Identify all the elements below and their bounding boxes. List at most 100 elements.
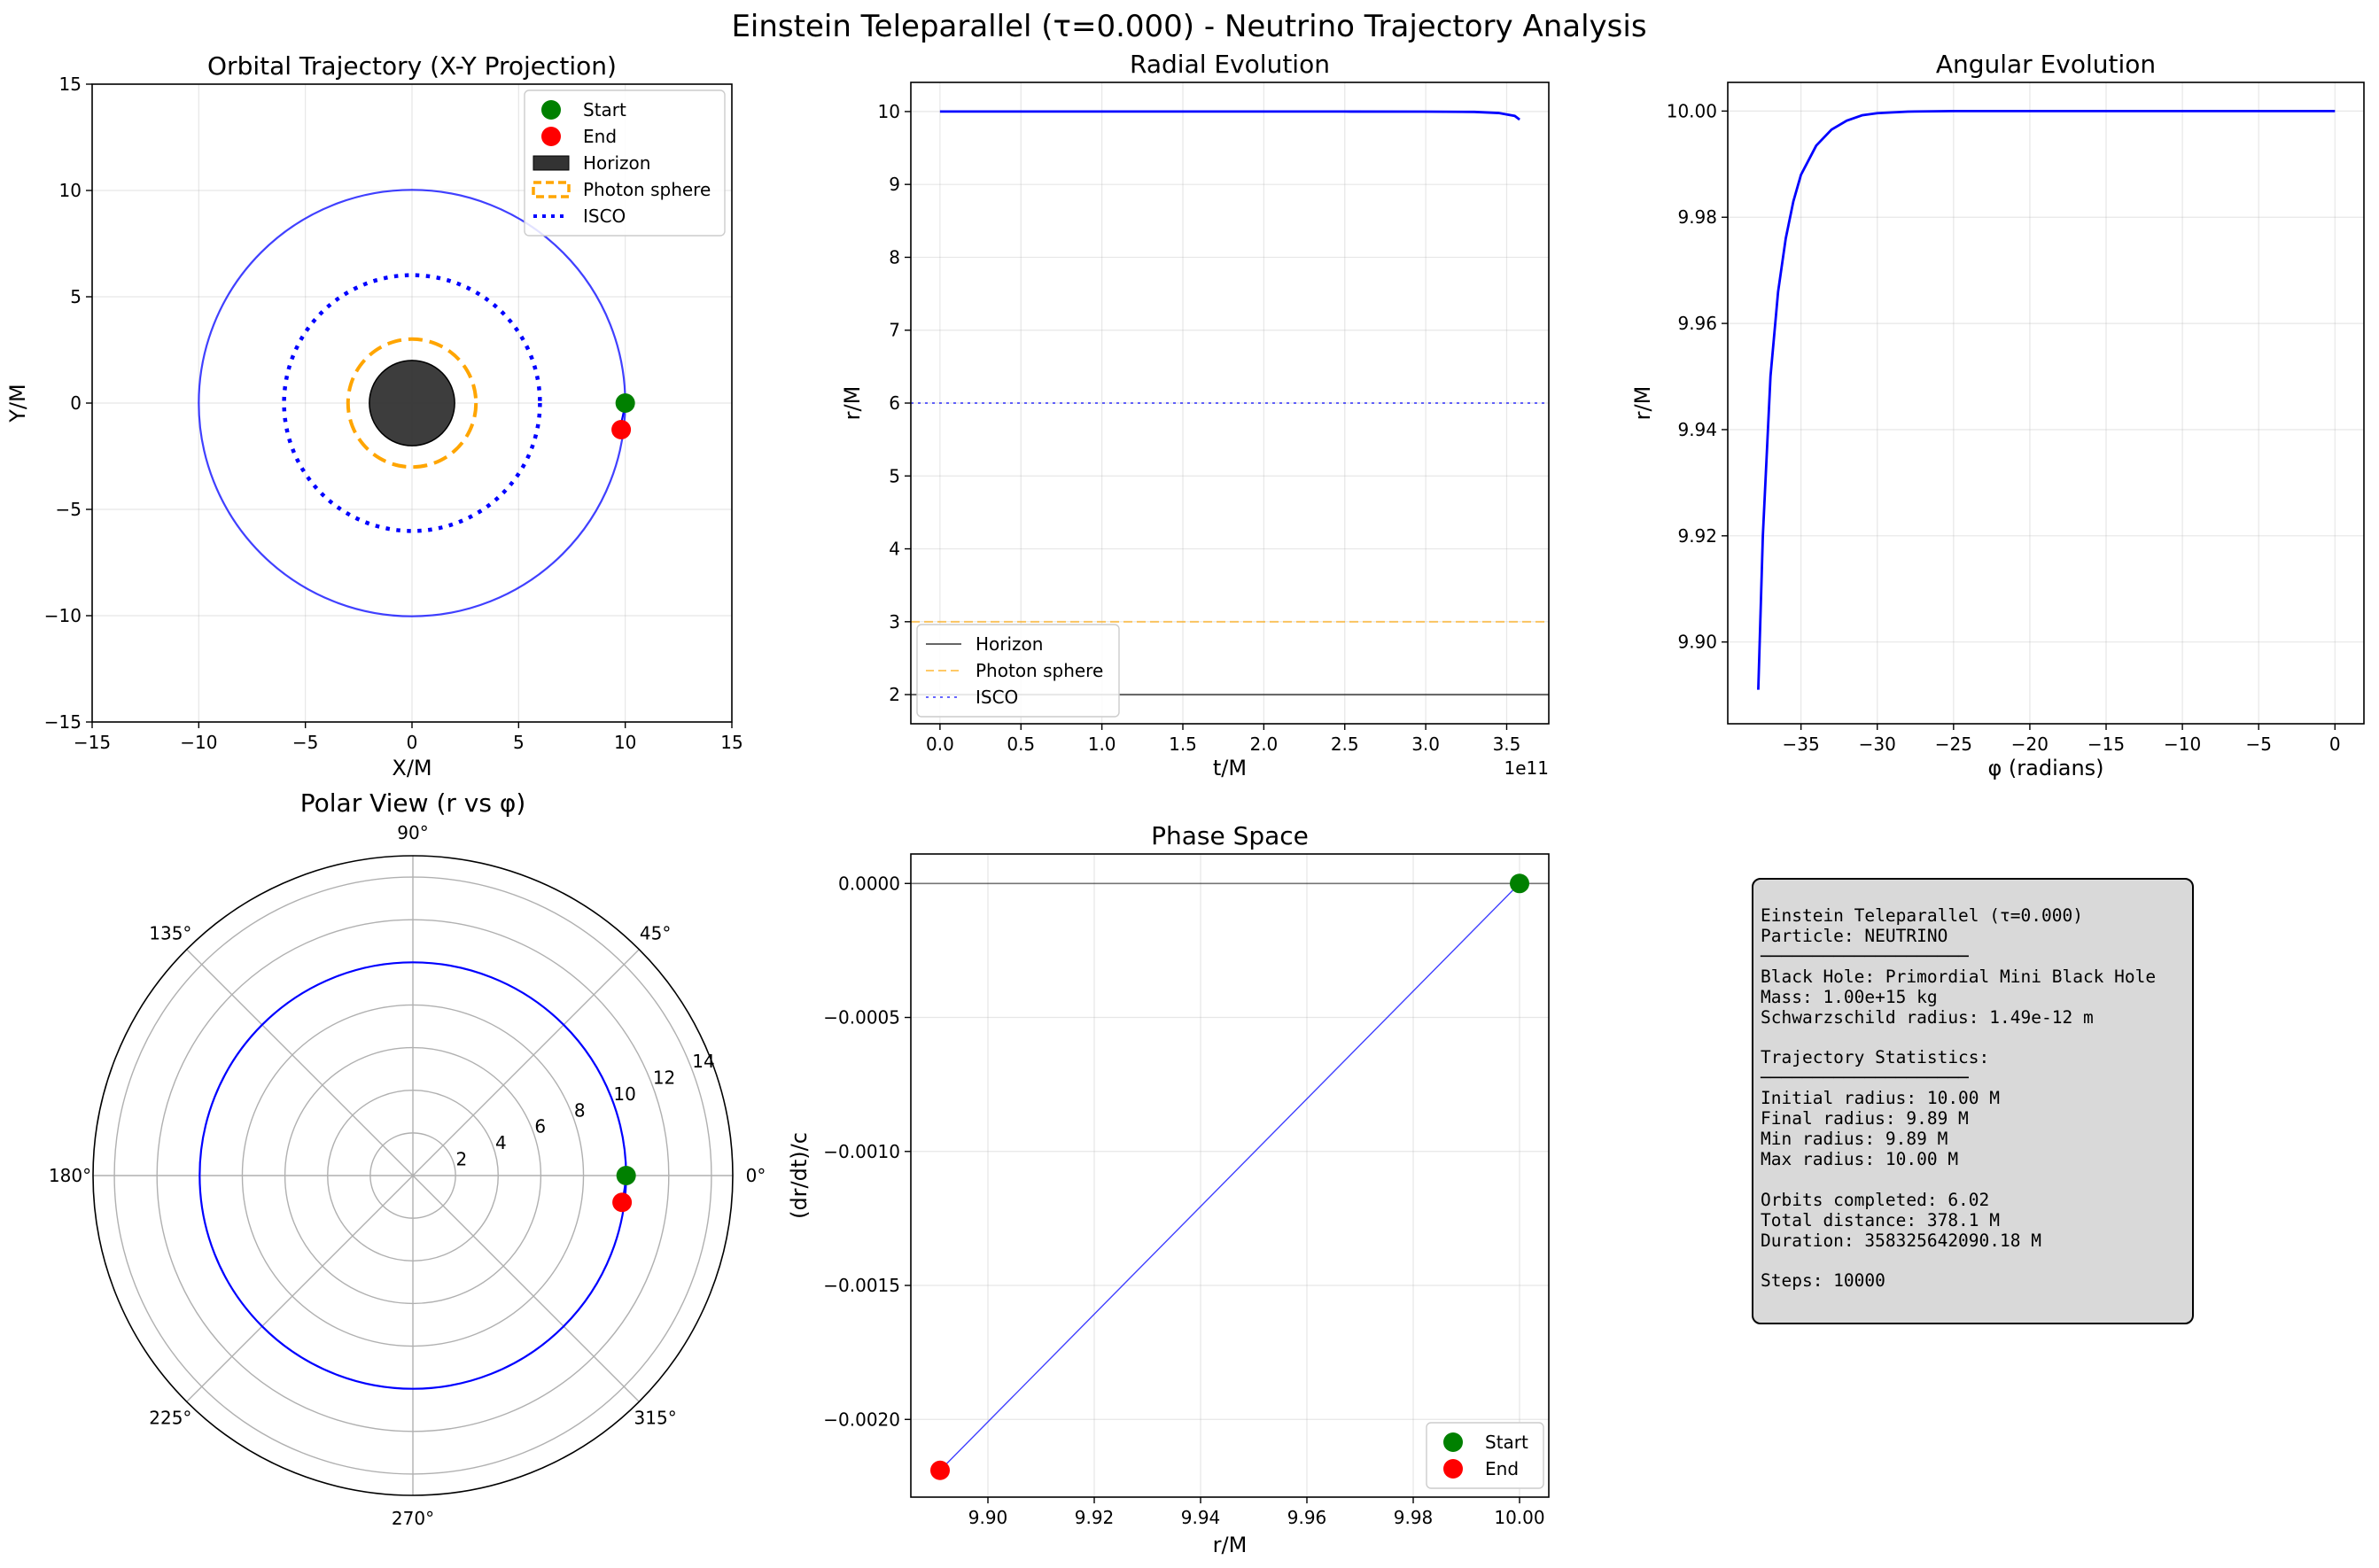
polar-rtick-label: 8 <box>574 1099 586 1121</box>
phase-ytick-label: −0.0010 <box>823 1141 900 1162</box>
end-marker <box>611 420 632 439</box>
isco-circle <box>282 273 542 533</box>
phase-trajectory <box>939 882 1520 1471</box>
start-marker <box>615 393 635 413</box>
legend-phase-start <box>1443 1432 1463 1452</box>
stats-panel <box>1752 878 2194 1324</box>
angular-plot-area <box>1757 109 2336 690</box>
radial-xtick-label: 1.0 <box>1088 734 1116 755</box>
orbital-xtick-label: 15 <box>720 732 742 753</box>
phase-ytick-label: −0.0015 <box>823 1275 900 1296</box>
radial-legend-box <box>916 624 1120 718</box>
polar-angle-label: 90° <box>397 822 428 843</box>
angular-ytick-label: 9.90 <box>1677 632 1717 653</box>
angular-xtick-label: −35 <box>1783 734 1820 755</box>
radial-legend-entry: Photon sphere <box>976 660 1103 681</box>
radial-ytick-label: 9 <box>889 174 900 195</box>
orbital-legend-entry: ISCO <box>583 206 626 227</box>
orbital-ytick-label: −10 <box>44 605 82 626</box>
horizon-disk <box>369 360 455 446</box>
phase-frame <box>910 853 1550 1498</box>
phase-xtick-label: 9.98 <box>1394 1507 1434 1528</box>
orbital-ytick-label: −15 <box>44 711 82 733</box>
radial-ytick-label: 7 <box>889 320 900 341</box>
legend-phase-end <box>1443 1459 1463 1479</box>
radial-frame <box>910 82 1550 725</box>
orbital-ytick-label: 5 <box>70 286 82 307</box>
polar-spoke <box>186 949 414 1176</box>
angular-xtick-label: −20 <box>2011 734 2049 755</box>
orbital-ytick-label: 0 <box>70 392 82 414</box>
orbital-xtick-label: −5 <box>292 732 318 753</box>
angular-xtick-label: −15 <box>2087 734 2125 755</box>
legend-horizon-swatch <box>533 155 570 171</box>
orbital-title: Orbital Trajectory (X-Y Projection) <box>207 51 617 81</box>
orbital-legend-entry: Start <box>583 99 626 120</box>
polar-angle-label: 270° <box>392 1508 434 1529</box>
phase-ytick-label: −0.0005 <box>823 1007 900 1029</box>
angular-frame <box>1727 82 2365 725</box>
phase-axes: 9.90 9.92 9.94 9.96 9.98 10.00 0.0000 −0.0005 −0… <box>787 821 1550 1557</box>
polar-rtick-label: 14 <box>692 1051 714 1072</box>
orbital-legend-entry: Horizon <box>583 152 650 174</box>
radial-ytick-label: 8 <box>889 246 900 268</box>
phase-legend-entry: Start <box>1485 1432 1528 1453</box>
phase-ylabel: (dr/dt)/c <box>787 1132 812 1219</box>
polar-rtick-label: 6 <box>534 1116 546 1137</box>
legend-start-swatch <box>541 100 561 120</box>
orbital-axes: −15 −10 −5 0 5 10 15 −15 −10 −5 0 5 10 15 Orbital Traj… <box>5 51 743 780</box>
angular-xtick-label: 0 <box>2329 734 2341 755</box>
angular-xtick-label: −5 <box>2245 734 2271 755</box>
polar-angle-label: 315° <box>634 1408 677 1429</box>
phase-xtick-label: 9.94 <box>1181 1507 1221 1528</box>
phase-xtick-label: 9.96 <box>1287 1507 1327 1528</box>
phase-ytick-label: −0.0020 <box>823 1409 900 1430</box>
polar-rtick-label: 10 <box>613 1083 635 1105</box>
polar-angle-label: 180° <box>49 1165 91 1186</box>
phase-start-marker <box>1510 873 1529 894</box>
stats-text: Einstein Teleparallel (τ=0.000) Particle… <box>1761 905 2157 1292</box>
angular-xtick-label: −25 <box>1935 734 1972 755</box>
polar-angle-label: 45° <box>640 922 671 943</box>
radial-series-line <box>939 110 1520 121</box>
orbital-xtick-label: 10 <box>614 732 636 753</box>
angular-xlabel: φ (radians) <box>1987 756 2103 780</box>
orbital-legend-entry: Photon sphere <box>583 179 711 200</box>
angular-ytick-label: 9.94 <box>1677 419 1717 440</box>
phase-xtick-label: 10.00 <box>1494 1507 1544 1528</box>
polar-angle-label: 135° <box>149 922 191 943</box>
orbital-xtick-label: −10 <box>180 732 217 753</box>
polar-title: Polar View (r vs φ) <box>300 788 526 818</box>
phase-xlabel: r/M <box>1213 1533 1248 1557</box>
orbital-legend-box <box>524 89 726 237</box>
polar-spoke <box>412 949 640 1176</box>
angular-ylabel: r/M <box>1630 386 1655 421</box>
radial-xlabel: t/M <box>1213 756 1247 780</box>
phase-title: Phase Space <box>1151 821 1309 850</box>
radial-ylabel: r/M <box>840 386 865 421</box>
radial-legend-entry: ISCO <box>976 687 1018 708</box>
radial-xtick-label: 0.5 <box>1007 734 1035 755</box>
angular-ytick-label: 9.98 <box>1677 206 1717 228</box>
radial-title: Radial Evolution <box>1130 50 1330 79</box>
polar-angle-label: 0° <box>746 1165 766 1186</box>
polar-axes: 2 4 6 8 10 12 14 0° 45° 90° 135° 180° 225° 270° 315° Po… <box>49 788 766 1529</box>
radial-ytick-label: 6 <box>889 392 900 414</box>
legend-end-swatch <box>541 127 561 146</box>
orbital-xtick-label: 5 <box>513 732 525 753</box>
angular-xtick-label: −30 <box>1859 734 1896 755</box>
radial-ytick-label: 10 <box>878 101 900 122</box>
radial-xtick-label: 1.5 <box>1169 734 1197 755</box>
phase-end-marker <box>930 1460 950 1480</box>
orbital-ylabel: Y/M <box>5 384 30 423</box>
radial-legend-entry: Horizon <box>976 633 1043 655</box>
radial-xtick-label: 3.5 <box>1493 734 1521 755</box>
radial-x-offset: 1e11 <box>1504 757 1549 779</box>
radial-xtick-label: 2.5 <box>1331 734 1359 755</box>
orbital-ytick-label: −5 <box>56 499 82 520</box>
polar-frame <box>92 855 734 1496</box>
polar-rtick-label: 12 <box>653 1067 675 1088</box>
polar-rtick-label: 4 <box>495 1132 507 1153</box>
angular-series-line <box>1757 109 2336 690</box>
